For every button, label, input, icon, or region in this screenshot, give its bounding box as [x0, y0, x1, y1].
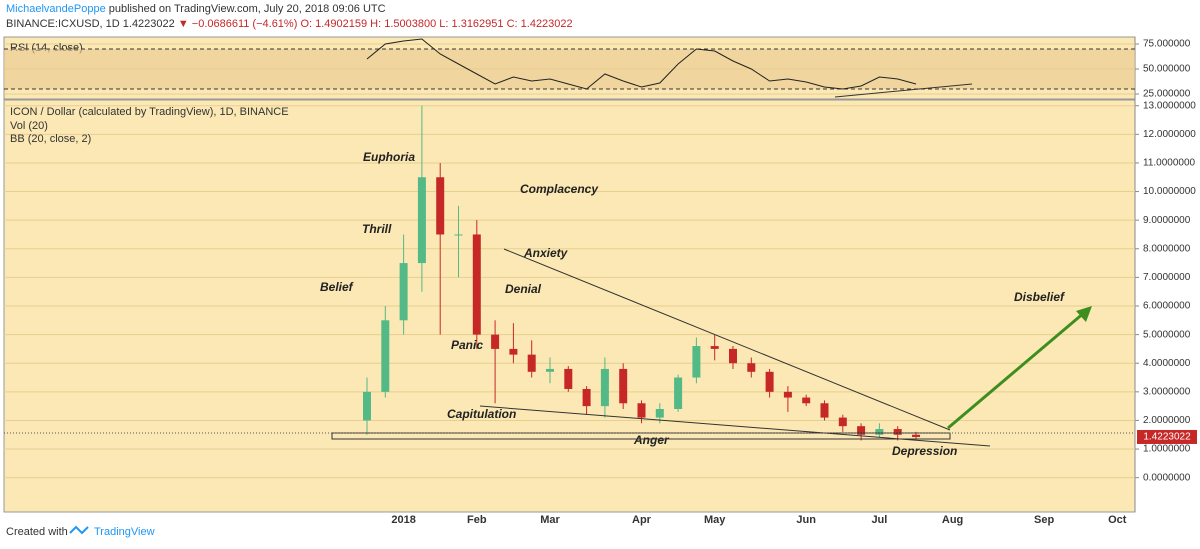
header-line-1: MichaelvandePoppe published on TradingVi…	[6, 3, 386, 15]
x-tick-label: Sep	[1034, 514, 1054, 526]
last: 1.4223022	[123, 18, 175, 30]
candle-body	[436, 177, 445, 235]
y-tick-label: 3.0000000	[1143, 386, 1191, 397]
candle-body	[747, 363, 756, 372]
published: published on TradingView.com, July 20, 2…	[109, 3, 386, 15]
layer: 0.0000000 1.0000000 2.0000000 3.0000000 4.00…	[4, 38, 1197, 526]
y-tick-label: 11.0000000	[1143, 158, 1196, 169]
annotation: Euphoria	[363, 150, 415, 164]
annotation: Thrill	[362, 222, 392, 236]
annotation: Panic	[451, 338, 483, 352]
candle-body	[546, 368, 554, 372]
logo	[69, 525, 89, 535]
author[interactable]: MichaelvandePoppe	[6, 3, 106, 15]
x-tick-label: May	[704, 514, 726, 526]
y-tick-label: 5.0000000	[1143, 329, 1191, 340]
candle-body	[564, 368, 573, 389]
candle-body	[857, 426, 866, 435]
candle-body	[527, 354, 536, 372]
y-tick-label: 75.000000	[1143, 39, 1191, 50]
footer-created: Created with	[6, 526, 68, 538]
indicator-label: Vol (20)	[10, 120, 48, 132]
candle-body	[729, 348, 737, 364]
pane-title: ICON / Dollar (calculated by TradingView…	[10, 106, 289, 118]
x-tick-label: Apr	[632, 514, 652, 526]
candle-body	[783, 391, 792, 398]
y-tick-label: 25.000000	[1143, 89, 1191, 100]
y-tick-label: 9.0000000	[1143, 215, 1191, 226]
x-tick-label: Jun	[796, 514, 816, 526]
candle-body	[710, 346, 719, 349]
y-tick-label: 1.0000000	[1143, 444, 1191, 455]
y-tick-label: 8.0000000	[1143, 243, 1191, 254]
rsi-trendline	[834, 83, 973, 98]
candle-body	[417, 177, 426, 264]
candle-body	[893, 429, 902, 435]
last-price-box	[1137, 429, 1197, 444]
y-tick-label: 12.0000000	[1143, 129, 1196, 140]
y-tick-label: 6.0000000	[1143, 301, 1191, 312]
candle-body	[363, 391, 371, 421]
annotation: Depression	[892, 444, 957, 458]
candle-body	[491, 334, 500, 349]
indicator-label: BB (20, close, 2)	[10, 133, 91, 145]
candle-body	[454, 234, 463, 236]
candle-body	[509, 348, 518, 355]
x-tick-label: Oct	[1108, 514, 1127, 526]
candle-body	[765, 371, 774, 392]
candle-body	[600, 368, 609, 407]
candle-body	[655, 409, 664, 418]
low: L: 1.3162951	[439, 18, 503, 30]
rsi-line	[366, 38, 917, 90]
candle-body	[875, 429, 884, 435]
symbol: BINANCE:ICXUSD, 1D	[6, 18, 120, 30]
annotation: Complacency	[520, 182, 599, 196]
change: ▼ −0.0686611 (−4.61%)	[178, 18, 298, 30]
annotation: Capitulation	[447, 407, 516, 421]
annotation: Anger	[633, 433, 670, 447]
candle-body	[619, 368, 628, 404]
footer-brand[interactable]: TradingView	[94, 526, 155, 538]
candle-body	[674, 377, 683, 409]
candle-body	[912, 434, 920, 437]
x-tick-label: 2018	[391, 514, 415, 526]
annotation: Denial	[505, 282, 542, 296]
arrow	[947, 310, 1086, 430]
open: O: 1.4902159	[300, 18, 367, 30]
annotation: Belief	[320, 280, 354, 294]
candle-body	[399, 263, 408, 321]
y-tick-label: 13.0000000	[1143, 100, 1196, 111]
arrow-head	[1076, 306, 1092, 322]
y-tick-label: 7.0000000	[1143, 272, 1191, 283]
y-tick-label: 10.0000000	[1143, 186, 1196, 197]
annotation: Anxiety	[523, 246, 569, 260]
candle-body	[692, 346, 701, 378]
x-tick-label: Aug	[942, 514, 963, 526]
close: C: 1.4223022	[507, 18, 573, 30]
candle-body	[802, 397, 811, 404]
y-tick-label: 2.0000000	[1143, 415, 1191, 426]
candle-body	[838, 417, 847, 427]
candle-body	[820, 403, 829, 418]
x-tick-label: Mar	[540, 514, 560, 526]
candle-body	[637, 403, 646, 418]
y-tick-label: 0.0000000	[1143, 472, 1191, 483]
last-price: 1.4223022	[1143, 432, 1191, 443]
high: H: 1.5003800	[370, 18, 436, 30]
header-line-2: BINANCE:ICXUSD, 1D 1.4223022 ▼ −0.068661…	[6, 18, 573, 30]
annotation: Disbelief	[1014, 290, 1065, 304]
x-tick-label: Jul	[871, 514, 887, 526]
candle-body	[472, 234, 481, 335]
trendline	[503, 248, 951, 431]
y-tick-label: 4.0000000	[1143, 358, 1191, 369]
candle-body	[381, 320, 390, 392]
x-tick-label: Feb	[467, 514, 487, 526]
candle-body	[582, 388, 591, 407]
rsi-band	[4, 49, 1135, 89]
y-tick-label: 50.000000	[1143, 64, 1191, 75]
